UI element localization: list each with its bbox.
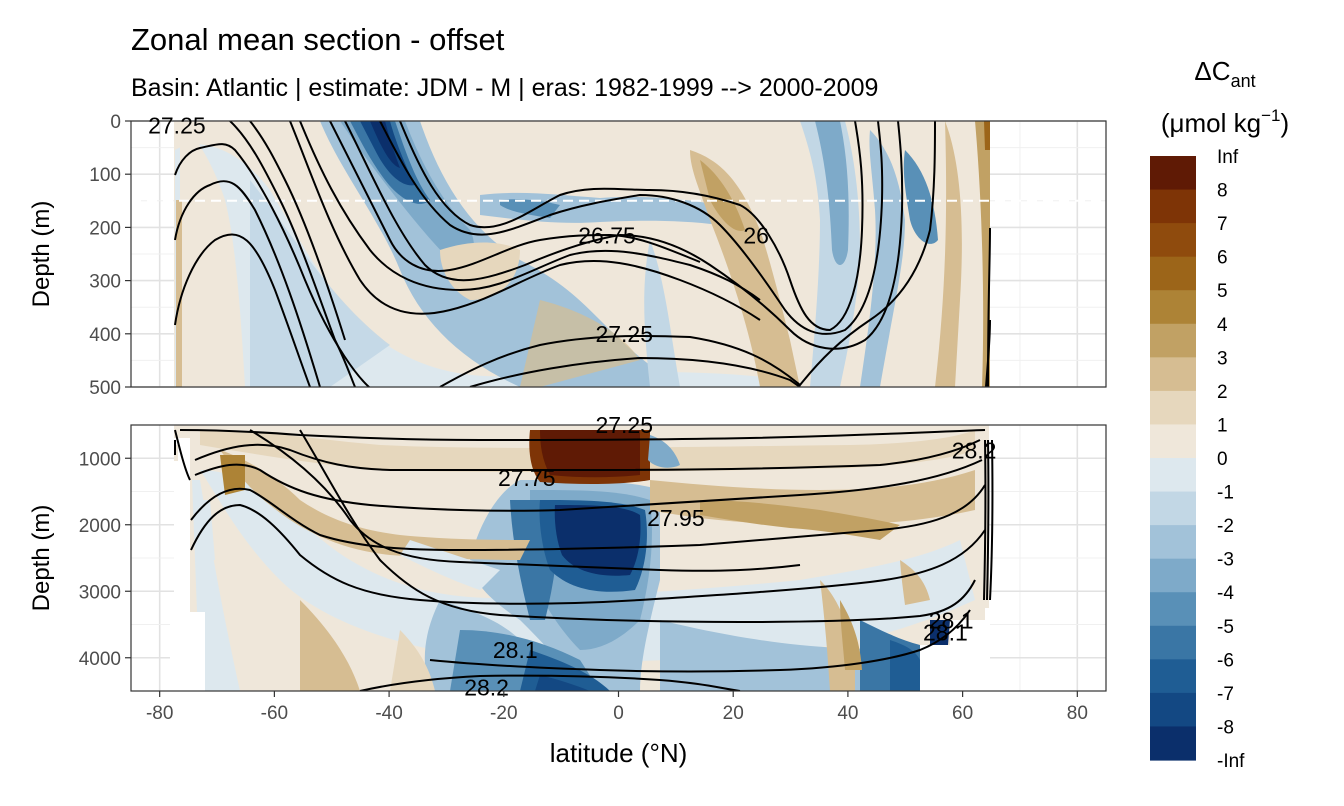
x-tick-label: 80: [1067, 703, 1088, 724]
y-tick-label: 400: [89, 325, 121, 346]
y-tick-label: 500: [89, 378, 121, 399]
legend-break-label: 5: [1217, 281, 1228, 302]
y-tick-label: 200: [89, 218, 121, 239]
legend-swatch: [1150, 223, 1196, 258]
contour-label: 28.1: [929, 608, 974, 634]
legend: ΔCant (μmol kg−1) Inf 8 7 6 5 4 3 2 1 0 -1 -2 -3 -4 -5 -6…: [1150, 56, 1289, 772]
chart-title: Zonal mean section - offset: [131, 22, 505, 57]
legend-break-label: 7: [1217, 214, 1228, 235]
y-tick-label: 2000: [79, 516, 121, 537]
legend-break-label: -8: [1217, 717, 1234, 738]
legend-swatch: [1150, 458, 1196, 493]
legend-title: ΔCant: [1194, 56, 1255, 91]
contour-label: 27.25: [595, 321, 653, 347]
legend-swatch: [1150, 424, 1196, 459]
legend-break-label: -2: [1217, 516, 1234, 537]
upper-isopycnal-lines: [174, 121, 991, 387]
x-tick-label: -60: [261, 703, 288, 724]
lower-panel-field: [170, 425, 990, 691]
y-tick-label: 1000: [79, 449, 121, 470]
legend-swatch: [1150, 592, 1196, 627]
contour-label: 27.25: [595, 412, 653, 438]
y-tick-label: 4000: [79, 649, 121, 670]
legend-break-label: -6: [1217, 650, 1234, 671]
x-tick-label: -20: [490, 703, 517, 724]
legend-break-label: -7: [1217, 684, 1234, 705]
contour-labels: 27.25 26.75 26 27.25 27.25 27.75 27.95 28.1 28.2…: [148, 112, 996, 700]
legend-swatch: [1150, 491, 1196, 526]
contour-label: 27.95: [647, 505, 705, 531]
legend-swatch: [1150, 558, 1196, 593]
legend-break-label: -5: [1217, 617, 1234, 638]
legend-swatch: [1150, 323, 1196, 358]
legend-unit: (μmol kg−1): [1161, 106, 1289, 138]
legend-swatch: [1150, 189, 1196, 224]
y-axis-label: Depth (m): [28, 505, 55, 612]
legend-swatch: [1150, 525, 1196, 560]
legend-swatch: [1150, 659, 1196, 694]
legend-break-label: 3: [1217, 348, 1228, 369]
contour-label: 28.1: [493, 637, 538, 663]
legend-break-label: 4: [1217, 315, 1228, 336]
legend-break-label: 8: [1217, 181, 1228, 202]
legend-break-label: Inf: [1217, 147, 1239, 168]
x-tick-label: 60: [952, 703, 973, 724]
legend-swatch: [1150, 156, 1196, 191]
legend-swatch: [1150, 692, 1196, 728]
contour-label: 26.75: [578, 222, 636, 248]
contour-label: 27.75: [498, 465, 556, 491]
x-tick-label: 0: [613, 703, 624, 724]
contour-label: 28.2: [952, 437, 997, 463]
legend-swatch: [1150, 726, 1196, 761]
y-tick-label: 3000: [79, 582, 121, 603]
legend-break-label: 6: [1217, 248, 1228, 269]
legend-swatch: [1150, 357, 1196, 392]
x-tick-label: 20: [723, 703, 744, 724]
legend-break-label: 2: [1217, 382, 1228, 403]
legend-break-label: -3: [1217, 550, 1234, 571]
legend-swatch: [1150, 290, 1196, 325]
y-tick-label: 0: [110, 112, 121, 133]
y-tick-label: 300: [89, 272, 121, 293]
contour-label: 28.1: [923, 619, 968, 645]
legend-break-label: -4: [1217, 583, 1234, 604]
legend-break-label: 1: [1217, 415, 1228, 436]
lower-isopycnal-lines: [174, 429, 994, 691]
x-tick-label: 40: [837, 703, 858, 724]
x-tick-label: -40: [375, 703, 402, 724]
legend-swatch: [1150, 256, 1196, 291]
contour-label: 26: [743, 222, 769, 248]
legend-swatch: [1150, 390, 1196, 426]
y-axis-label: Depth (m): [28, 201, 55, 308]
legend-break-label: -1: [1217, 483, 1234, 504]
x-axis-label: latitude (°N): [550, 738, 688, 768]
x-tick-label: -80: [146, 703, 173, 724]
y-tick-label: 100: [89, 165, 121, 186]
legend-break-label: -Inf: [1217, 751, 1245, 772]
axes: -80 -60 -40 -20 0 20 40 60 80 0 100 200 300 400 500 Dep…: [28, 112, 1088, 768]
chart-subtitle: Basin: Atlantic | estimate: JDM - M | er…: [131, 74, 879, 102]
legend-break-label: 0: [1217, 449, 1228, 470]
contour-label: 27.25: [148, 112, 206, 138]
legend-swatch: [1150, 625, 1196, 660]
contour-label: 28.2: [464, 675, 509, 701]
